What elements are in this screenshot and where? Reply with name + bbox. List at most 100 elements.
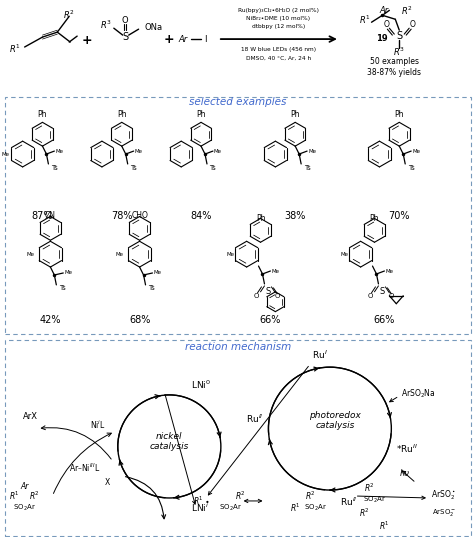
Text: ArSO$_2^\bullet$: ArSO$_2^\bullet$ <box>431 488 456 502</box>
Text: Ph: Ph <box>117 110 127 119</box>
Text: 87%: 87% <box>32 211 53 220</box>
Text: Me: Me <box>385 268 393 273</box>
Text: Me: Me <box>64 271 72 275</box>
Text: reaction mechanism: reaction mechanism <box>184 342 291 353</box>
Text: $R^2$: $R^2$ <box>401 4 413 17</box>
Text: Ph: Ph <box>394 110 404 119</box>
Text: Ru(bpy)₃Cl₂•6H₂O (2 mol%): Ru(bpy)₃Cl₂•6H₂O (2 mol%) <box>238 8 319 13</box>
Text: nickel
catalysis: nickel catalysis <box>150 432 189 451</box>
Text: 18 W blue LEDs (456 nm): 18 W blue LEDs (456 nm) <box>241 47 316 52</box>
Text: $R^2$: $R^2$ <box>235 490 246 502</box>
Text: Me: Me <box>135 149 143 154</box>
Text: X: X <box>105 478 110 487</box>
Text: ONa: ONa <box>145 23 163 32</box>
Text: $R^2$: $R^2$ <box>305 490 316 502</box>
Text: Ts: Ts <box>408 165 415 171</box>
Text: 68%: 68% <box>129 315 150 324</box>
Text: hν: hν <box>399 469 409 478</box>
Text: Ph: Ph <box>38 110 47 119</box>
Text: Me: Me <box>55 149 64 154</box>
Text: $R^1$: $R^1$ <box>359 14 370 26</box>
Text: 66%: 66% <box>374 315 395 324</box>
Text: 66%: 66% <box>260 315 281 324</box>
Text: +: + <box>164 32 174 46</box>
Text: Me: Me <box>154 271 162 275</box>
Text: S: S <box>123 32 129 42</box>
Text: Ts: Ts <box>59 285 66 291</box>
Text: SO$_2$Ar: SO$_2$Ar <box>219 503 242 513</box>
Text: dtbbpy (12 mol%): dtbbpy (12 mol%) <box>252 24 305 29</box>
Text: Ph: Ph <box>196 110 206 119</box>
Text: ArX: ArX <box>23 412 38 421</box>
Text: $R^2$: $R^2$ <box>364 482 375 494</box>
Bar <box>5 96 471 334</box>
Text: Ph: Ph <box>256 214 265 223</box>
Bar <box>5 341 471 536</box>
Text: ArSO$_2^-$: ArSO$_2^-$ <box>432 507 456 519</box>
Text: $R^3$: $R^3$ <box>100 19 112 31</box>
Text: $R^1$: $R^1$ <box>9 43 20 55</box>
Text: CHO: CHO <box>131 211 148 220</box>
Text: SO$_2$Ar: SO$_2$Ar <box>363 495 386 505</box>
Text: Ts: Ts <box>304 165 310 171</box>
Text: O: O <box>409 20 415 29</box>
Text: 42%: 42% <box>40 315 61 324</box>
Text: Me: Me <box>116 252 124 257</box>
Text: O: O <box>368 293 373 299</box>
Text: Ru$^{II}$: Ru$^{II}$ <box>246 412 264 425</box>
Text: Ts: Ts <box>51 165 58 171</box>
Text: Me: Me <box>227 252 235 257</box>
Text: 50 examples
38-87% yields: 50 examples 38-87% yields <box>367 57 421 77</box>
Text: O: O <box>274 293 280 299</box>
Text: Me: Me <box>214 149 222 154</box>
Text: Me: Me <box>341 252 349 257</box>
Text: Ar–Ni$^{III}$L: Ar–Ni$^{III}$L <box>69 462 100 474</box>
Text: *Ru$^{II}$: *Ru$^{II}$ <box>396 442 419 454</box>
Text: LNi$^0$: LNi$^0$ <box>191 379 211 391</box>
Text: $R^1\bullet$: $R^1\bullet$ <box>193 495 210 507</box>
Text: $R^1$: $R^1$ <box>9 490 20 502</box>
Text: CN: CN <box>45 211 56 220</box>
Text: 70%: 70% <box>389 211 410 220</box>
Text: O: O <box>121 16 128 25</box>
Text: S: S <box>380 287 385 296</box>
Text: $R^2$: $R^2$ <box>359 507 370 519</box>
Text: $R^2$: $R^2$ <box>29 490 40 502</box>
Text: Me: Me <box>272 268 279 273</box>
Text: Me: Me <box>2 151 10 156</box>
Text: O: O <box>389 293 394 299</box>
Text: Ru$^I$: Ru$^I$ <box>312 349 328 362</box>
Text: Me: Me <box>412 149 420 154</box>
Text: S: S <box>266 287 271 296</box>
Text: Ar: Ar <box>380 6 389 15</box>
Text: Ar: Ar <box>20 481 29 490</box>
Text: Ph: Ph <box>370 214 379 223</box>
Text: $R^2$: $R^2$ <box>64 8 75 20</box>
Text: NiBr₂•DME (10 mol%): NiBr₂•DME (10 mol%) <box>246 16 310 21</box>
Text: photoredox
catalysis: photoredox catalysis <box>309 411 361 430</box>
Text: +: + <box>82 33 92 46</box>
Text: $R^1$: $R^1$ <box>290 502 301 514</box>
Text: Ts: Ts <box>148 285 155 291</box>
Text: SO$_2$Ar: SO$_2$Ar <box>13 503 36 513</box>
Text: 19: 19 <box>375 33 387 43</box>
Text: Ph: Ph <box>291 110 300 119</box>
Text: Ts: Ts <box>130 165 137 171</box>
Text: SO$_2$Ar: SO$_2$Ar <box>303 503 327 513</box>
Text: $R^3$: $R^3$ <box>393 46 405 58</box>
Text: selected examples: selected examples <box>189 96 286 107</box>
Text: O: O <box>383 20 389 29</box>
Text: 78%: 78% <box>111 211 133 220</box>
Text: Me: Me <box>308 149 316 154</box>
Text: LNi$^i$: LNi$^i$ <box>191 502 209 514</box>
Text: $R^1$: $R^1$ <box>379 520 390 532</box>
Text: I: I <box>204 34 206 44</box>
Text: Ru$^{II}$: Ru$^{II}$ <box>340 496 357 508</box>
Text: O: O <box>254 293 259 299</box>
Text: 84%: 84% <box>191 211 212 220</box>
Text: S: S <box>396 31 402 41</box>
Text: 38%: 38% <box>284 211 306 220</box>
Text: Ar: Ar <box>179 34 188 44</box>
Text: ArSO$_2$Na: ArSO$_2$Na <box>401 388 436 400</box>
Text: Ni$^i$L: Ni$^i$L <box>90 418 106 431</box>
